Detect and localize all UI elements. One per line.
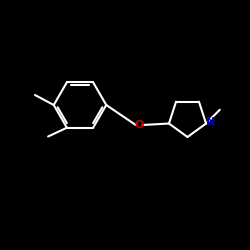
Text: N: N	[206, 117, 215, 127]
Text: O: O	[134, 120, 143, 130]
